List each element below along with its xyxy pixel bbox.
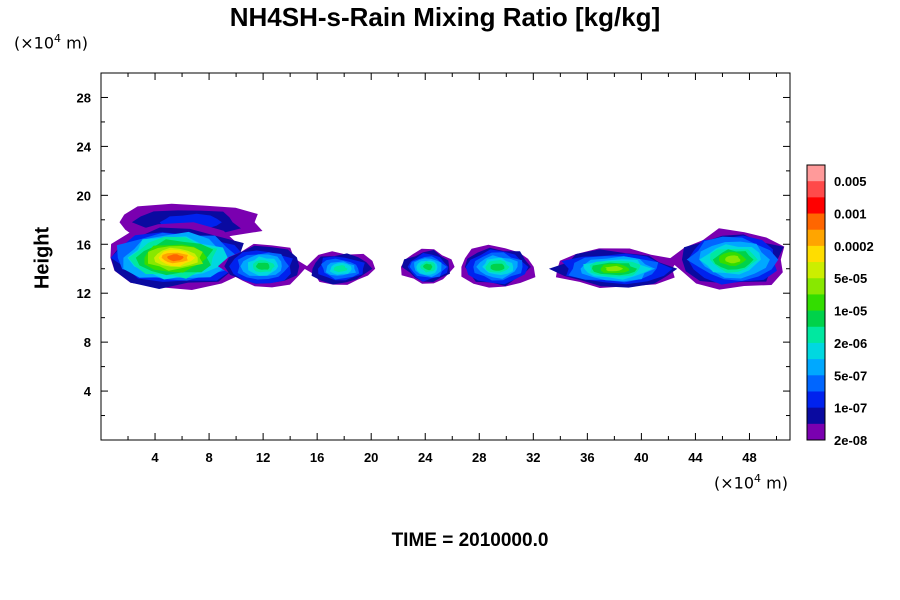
colorbar-swatch [807,229,825,247]
colorbar-swatch [807,197,825,215]
cloud-contour [423,263,433,271]
y-tick-label: 8 [84,335,91,350]
colorbar-swatch [807,342,825,360]
chart-title: NH4SH-s-Rain Mixing Ratio [kg/kg] [229,2,661,32]
cloud-contour [255,262,270,270]
x-tick-label: 8 [205,450,212,465]
cloud-cell-4 [401,248,455,284]
cloud-contour [333,265,348,273]
y-tick-label: 16 [77,237,91,252]
x-unit-suffix: m) [761,473,788,493]
colorbar: 0.005 0.001 0.0002 5e-05 1e-05 2e-06 5e-07 1e-0… [806,164,874,448]
cloud-cell-2 [217,243,308,288]
y-unit-prefix: (×10 [14,33,55,53]
colorbar-swatch [807,262,825,279]
cloud-cell-1 [110,222,246,290]
colorbar-label: 0.0002 [834,239,874,254]
colorbar-label: 2e-08 [834,433,867,448]
colorbar-swatch [807,278,825,295]
cloud-cell-3 [304,251,376,285]
y-tick-label: 28 [77,90,91,105]
x-tick-label: 36 [580,450,594,465]
y-tick-label: 24 [77,139,92,154]
y-axis-unit: (×104 m) [14,32,88,52]
colorbar-swatch [807,326,825,344]
x-tick-label: 40 [634,450,648,465]
colorbar-label: 1e-07 [834,401,867,416]
plot-frame [100,72,791,441]
colorbar-swatch [807,213,825,231]
colorbar-swatch [807,375,825,392]
y-axis: 4 8 12 16 20 24 28 [77,90,790,417]
colorbar-label: 0.001 [834,207,867,222]
cloud-cell-5 [461,244,536,288]
cloud-contour [725,255,741,264]
x-tick-label: 20 [364,450,378,465]
cloud-contour [605,265,624,272]
colorbar-label: 2e-06 [834,336,867,351]
x-tick-label: 12 [256,450,270,465]
colorbar-swatch [807,391,825,409]
y-tick-label: 20 [77,188,91,203]
cloud-contour [167,254,184,262]
x-unit-exponent: 4 [754,472,762,485]
x-tick-label: 44 [688,450,703,465]
colorbar-label: 5e-07 [834,368,867,383]
colorbar-swatch [807,407,825,425]
x-tick-label: 24 [418,450,433,465]
x-tick-label: 48 [742,450,756,465]
time-label: TIME = 2010000.0 [391,530,549,551]
colorbar-swatch [807,165,825,182]
y-tick-label: 4 [84,384,92,399]
y-unit-suffix: m) [61,33,88,53]
x-axis-unit: (×104 m) [714,472,788,492]
y-tick-label: 12 [77,286,91,301]
x-tick-label: 32 [526,450,540,465]
colorbar-label: 5e-05 [834,271,867,286]
cloud-cell-7 [668,228,785,290]
cloud-field [110,203,785,290]
x-tick-label: 28 [472,450,486,465]
colorbar-swatch [807,181,825,198]
x-tick-label: 16 [310,450,324,465]
colorbar-label: 1e-05 [834,304,867,319]
colorbar-label: 0.005 [834,174,867,189]
x-axis: 4 8 12 16 20 24 28 32 36 40 44 48 [127,73,777,465]
y-unit-exponent: 4 [54,32,62,45]
colorbar-swatch [807,294,825,312]
cloud-cell-6 [548,248,678,288]
x-tick-label: 4 [151,450,159,465]
colorbar-frame [806,164,826,441]
colorbar-swatch [807,245,825,263]
colorbar-swatch [807,423,825,441]
cloud-contour [490,263,505,271]
x-unit-prefix: (×10 [714,473,755,493]
colorbar-swatch [807,359,825,376]
colorbar-swatch [807,310,825,328]
